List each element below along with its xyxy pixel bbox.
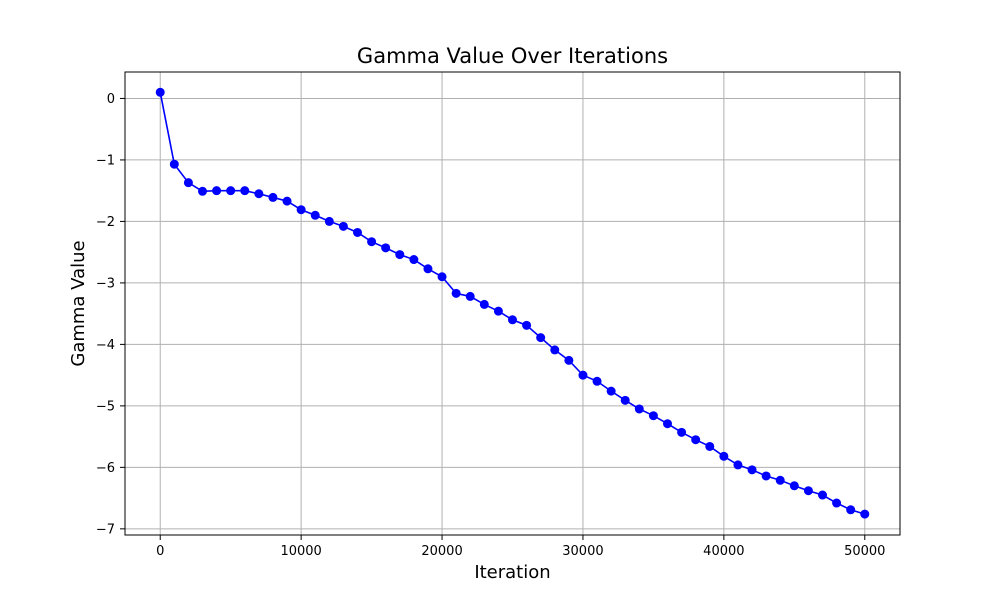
data-point [282,196,292,206]
data-point [226,186,236,196]
data-point [663,419,672,429]
data-point [198,186,207,196]
x-tick-label: 20000 [421,544,462,559]
x-tick-label: 30000 [562,544,603,559]
data-point [536,333,546,343]
data-point [451,288,461,298]
data-point [409,255,419,265]
data-point [310,210,320,220]
data-point [423,264,433,274]
data-point [648,411,658,421]
y-tick-label: −1 [96,153,115,168]
y-tick-label: −5 [96,399,115,414]
data-point [395,250,405,260]
data-point [606,386,616,396]
grid-lines [125,72,900,535]
series-line [159,92,866,515]
data-point [620,395,630,405]
data-point [677,427,687,437]
x-tick-label: 10000 [280,544,321,559]
data-point [860,509,870,519]
data-point [493,306,503,316]
series-layer [155,87,870,519]
data-point [479,299,489,309]
data-point [268,192,278,202]
data-point [353,227,362,237]
data-point [508,315,517,325]
data-point [550,345,560,355]
data-point [775,475,785,485]
data-point [634,404,644,414]
data-point [564,355,574,365]
data-point [846,505,856,515]
data-point [212,186,222,196]
data-point [296,205,306,215]
data-point [733,460,743,470]
plot-frame [124,71,901,536]
data-point [465,291,475,301]
axis-ticks: 0 10000 20000 30000 40000 50000 0 −1 −2 −3 −4 −5 −6 −… [96,92,886,559]
data-point [803,486,813,496]
y-tick-label: −6 [96,461,115,476]
data-point [719,451,729,461]
y-axis-title: Gamma Value [68,240,89,366]
y-tick-label: −2 [96,215,115,230]
data-point [338,221,348,231]
data-point [761,471,771,481]
data-point [691,435,701,445]
x-tick-label: 50000 [844,544,885,559]
data-point [367,237,377,247]
data-point [183,178,193,188]
data-point [381,243,391,253]
x-axis-title: Iteration [474,562,550,583]
data-point [522,320,532,330]
x-tick-label: 0 [156,544,164,559]
y-tick-label: 0 [107,92,115,107]
data-point [169,159,179,169]
data-point [789,481,799,491]
data-point [437,272,447,282]
data-point [254,189,264,199]
data-point [324,216,334,226]
data-point [818,490,827,500]
chart-title: Gamma Value Over Iterations [357,44,668,68]
data-point [747,465,757,475]
x-tick-label: 40000 [703,544,744,559]
data-point [832,498,842,508]
y-tick-label: −4 [96,338,115,353]
y-tick-label: −3 [96,276,115,291]
data-point [240,186,250,196]
data-point [155,87,165,97]
data-point [592,376,602,386]
data-point [705,441,715,451]
y-tick-label: −7 [96,522,115,537]
data-point [578,370,588,380]
